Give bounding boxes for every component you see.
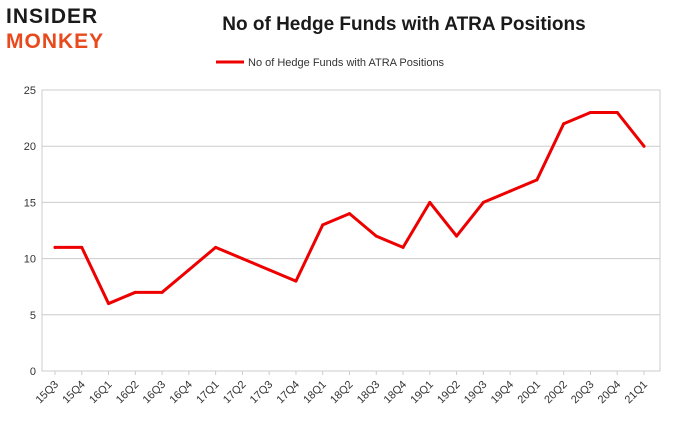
data-point-19Q4 (508, 189, 512, 193)
data-point-20Q3 (588, 110, 592, 114)
data-point-17Q3 (267, 268, 271, 272)
x-tick-label-15Q4: 15Q4 (60, 379, 88, 407)
data-point-17Q2 (240, 257, 244, 261)
x-tick-label-19Q2: 19Q2 (435, 379, 463, 407)
data-point-17Q1 (214, 245, 218, 249)
data-point-20Q1 (535, 178, 539, 182)
x-tick-label-16Q1: 16Q1 (87, 379, 115, 407)
data-point-19Q3 (481, 200, 485, 204)
x-tick-label-17Q2: 17Q2 (221, 379, 249, 407)
data-point-16Q2 (133, 290, 137, 294)
x-tick-label-19Q1: 19Q1 (408, 379, 436, 407)
data-point-15Q3 (53, 245, 57, 249)
x-tick-label-17Q3: 17Q3 (248, 379, 276, 407)
x-tick-label-20Q3: 20Q3 (569, 379, 597, 407)
y-tick-label-25: 25 (24, 85, 36, 97)
data-point-16Q1 (107, 302, 111, 306)
x-tick-label-16Q4: 16Q4 (167, 379, 195, 407)
x-tick-label-21Q1: 21Q1 (623, 379, 651, 407)
data-point-17Q4 (294, 279, 298, 283)
data-point-18Q2 (348, 212, 351, 216)
x-tick-label-18Q2: 18Q2 (328, 379, 356, 407)
data-point-18Q1 (321, 223, 325, 227)
data-point-15Q4 (80, 245, 84, 249)
data-point-20Q4 (615, 110, 619, 114)
data-point-19Q1 (428, 200, 432, 204)
data-point-16Q3 (160, 290, 164, 294)
x-tick-label-16Q3: 16Q3 (141, 379, 169, 407)
logo-text-bottom: MONKEY (6, 30, 105, 53)
insider-monkey-logo: INSIDER MONKEY (6, 4, 130, 56)
x-tick-label-16Q2: 16Q2 (114, 379, 142, 407)
x-tick-label-15Q3: 15Q3 (34, 379, 62, 407)
x-tick-label-18Q4: 18Q4 (382, 379, 410, 407)
x-tick-label-19Q4: 19Q4 (489, 379, 517, 407)
x-tick-label-20Q1: 20Q1 (516, 379, 544, 407)
data-point-21Q1 (642, 144, 646, 148)
legend-label: No of Hedge Funds with ATRA Positions (248, 57, 445, 69)
x-tick-label-17Q4: 17Q4 (275, 379, 303, 407)
x-tick-label-19Q3: 19Q3 (462, 379, 490, 407)
y-tick-label-5: 5 (30, 310, 36, 322)
data-point-20Q2 (562, 122, 566, 126)
logo-text-top: INSIDER (6, 5, 99, 28)
series-line-0 (53, 110, 646, 306)
data-point-18Q4 (401, 245, 405, 249)
y-tick-label-0: 0 (30, 366, 36, 378)
y-tick-label-15: 15 (24, 197, 36, 209)
data-point-16Q4 (187, 268, 191, 272)
x-tick-label-18Q3: 18Q3 (355, 379, 383, 407)
x-tick-label-17Q1: 17Q1 (194, 379, 222, 407)
y-tick-label-10: 10 (24, 254, 36, 266)
data-point-19Q2 (455, 234, 459, 238)
x-tick-label-20Q2: 20Q2 (542, 379, 570, 407)
plot-area-frame (41, 89, 661, 372)
x-tick-label-18Q1: 18Q1 (301, 379, 329, 407)
data-point-18Q3 (374, 234, 378, 238)
chart-title: No of Hedge Funds with ATRA Positions (222, 14, 586, 35)
y-tick-label-20: 20 (24, 141, 36, 153)
x-tick-label-20Q4: 20Q4 (596, 379, 624, 407)
